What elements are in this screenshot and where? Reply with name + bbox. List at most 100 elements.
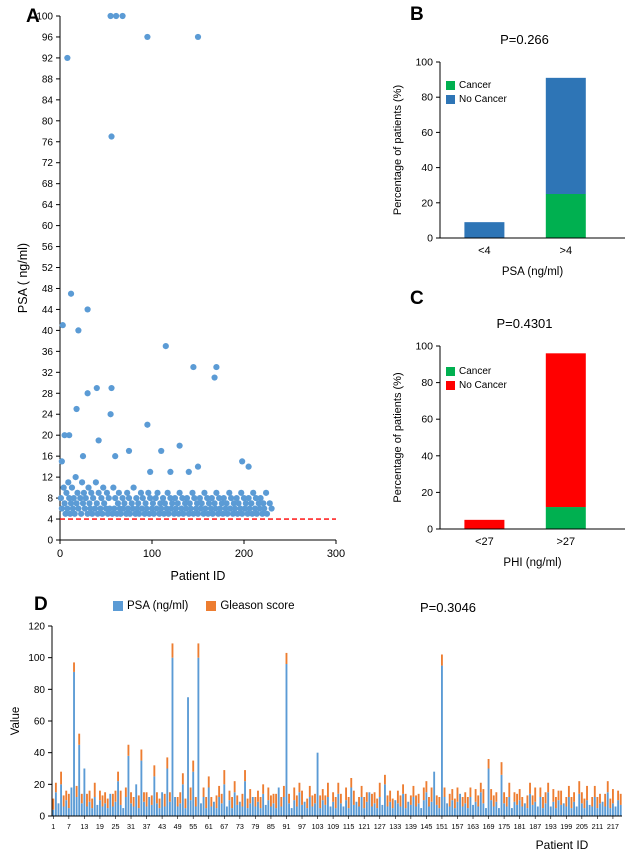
svg-text:76: 76 (42, 137, 54, 148)
svg-text:0: 0 (47, 536, 53, 547)
svg-text:>27: >27 (556, 536, 575, 548)
panel-b: B P=0.266 Cancer No Cancer 0 20 40 60 80 100 <… (390, 4, 635, 286)
panel-a: A 0 4 8 12 16 20 24 28 32 36 40 44 48 52 56 60 64 68 72 76 8… (14, 2, 350, 590)
no-cancer-swatch (446, 95, 455, 104)
legend-label-cancer: Cancer (459, 366, 492, 377)
svg-text:73: 73 (236, 822, 244, 831)
legend-item-cancer: Cancer (446, 366, 507, 377)
svg-text:1: 1 (51, 822, 55, 831)
panel-a-plot: 0481216202428323640444852566064687276808… (16, 12, 345, 584)
svg-text:20: 20 (42, 431, 54, 442)
svg-text:64: 64 (42, 200, 54, 211)
svg-text:84: 84 (42, 95, 54, 106)
svg-text:100: 100 (415, 57, 433, 69)
svg-text:61: 61 (205, 822, 213, 831)
svg-text:103: 103 (312, 822, 324, 831)
svg-text:133: 133 (389, 822, 401, 831)
svg-text:7: 7 (67, 822, 71, 831)
legend-item-no-cancer: No Cancer (446, 94, 507, 105)
svg-text:199: 199 (560, 822, 572, 831)
svg-text:4: 4 (47, 515, 53, 526)
svg-text:68: 68 (42, 179, 54, 190)
svg-text:0: 0 (57, 548, 63, 560)
svg-text:205: 205 (576, 822, 588, 831)
svg-text:145: 145 (420, 822, 432, 831)
svg-text:79: 79 (251, 822, 259, 831)
svg-text:100: 100 (36, 12, 53, 23)
svg-text:25: 25 (111, 822, 119, 831)
svg-text:60: 60 (421, 414, 433, 426)
svg-text:36: 36 (42, 347, 54, 358)
gleason-swatch (206, 601, 217, 611)
svg-text:92: 92 (42, 53, 54, 64)
svg-text:32: 32 (42, 368, 54, 379)
panel-d-letter: D (34, 594, 48, 615)
svg-text:Patient ID: Patient ID (171, 569, 226, 583)
svg-text:Value: Value (10, 707, 22, 736)
svg-text:48: 48 (42, 284, 54, 295)
svg-text:<4: <4 (478, 245, 491, 257)
legend-item-gleason: Gleason score (206, 600, 295, 612)
panel-d-legend: PSA (ng/ml) Gleason score (113, 600, 295, 612)
svg-text:PHI (ng/ml): PHI (ng/ml) (503, 557, 561, 569)
svg-text:55: 55 (189, 822, 197, 831)
svg-text:163: 163 (467, 822, 479, 831)
panel-b-pvalue: P=0.266 (500, 32, 549, 47)
svg-text:<27: <27 (475, 536, 494, 548)
svg-text:187: 187 (529, 822, 541, 831)
svg-text:88: 88 (42, 74, 54, 85)
svg-text:44: 44 (42, 305, 54, 316)
svg-text:200: 200 (235, 548, 253, 560)
panel-b-letter: B (410, 4, 424, 25)
svg-text:12: 12 (42, 473, 54, 484)
svg-text:175: 175 (498, 822, 510, 831)
svg-text:157: 157 (451, 822, 463, 831)
svg-text:Percentage of patients (%): Percentage of patients (%) (392, 85, 404, 215)
legend-label-psa: PSA (ng/ml) (127, 600, 189, 612)
svg-text:PSA ( ng/ml): PSA ( ng/ml) (16, 243, 30, 313)
svg-text:60: 60 (42, 221, 54, 232)
legend-item-cancer: Cancer (446, 80, 507, 91)
svg-text:52: 52 (42, 263, 54, 274)
svg-text:100: 100 (28, 653, 45, 664)
panel-d: D PSA (ng/ml) Gleason score P=0.3046 0 20… (8, 594, 636, 856)
svg-text:0: 0 (427, 524, 433, 536)
svg-text:80: 80 (421, 92, 433, 104)
svg-text:193: 193 (545, 822, 557, 831)
svg-text:300: 300 (327, 548, 345, 560)
svg-text:40: 40 (421, 450, 433, 462)
svg-text:20: 20 (34, 780, 46, 791)
panel-c: C P=0.4301 Cancer No Cancer 0 20 40 60 80 100… (390, 288, 635, 580)
svg-text:49: 49 (174, 822, 182, 831)
panel-c-pvalue: P=0.4301 (496, 316, 553, 331)
panel-c-legend: Cancer No Cancer (446, 366, 507, 391)
panel-d-pvalue: P=0.3046 (420, 600, 477, 615)
legend-label-no-cancer: No Cancer (459, 94, 507, 105)
panel-b-plot: 0 20 40 60 80 100 <4 >4 Percentage of patients (… (392, 57, 625, 278)
panel-c-letter: C (410, 288, 424, 309)
svg-text:72: 72 (42, 158, 54, 169)
svg-text:Patient ID: Patient ID (536, 838, 589, 852)
svg-text:56: 56 (42, 242, 54, 253)
no-cancer-swatch (446, 381, 455, 390)
svg-text:19: 19 (96, 822, 104, 831)
cancer-swatch (446, 81, 455, 90)
svg-text:121: 121 (358, 822, 370, 831)
svg-text:80: 80 (34, 685, 46, 696)
legend-item-psa: PSA (ng/ml) (113, 600, 188, 612)
svg-text:40: 40 (34, 748, 46, 759)
svg-text:96: 96 (42, 32, 54, 43)
svg-text:217: 217 (607, 822, 619, 831)
panel-b-legend: Cancer No Cancer (446, 80, 507, 105)
svg-text:91: 91 (282, 822, 290, 831)
svg-text:31: 31 (127, 822, 135, 831)
svg-text:211: 211 (592, 822, 603, 831)
svg-text:16: 16 (42, 452, 54, 463)
svg-text:28: 28 (42, 389, 54, 400)
svg-text:60: 60 (421, 127, 433, 139)
svg-text:20: 20 (421, 487, 433, 499)
svg-text:20: 20 (421, 197, 433, 209)
svg-text:120: 120 (28, 622, 45, 633)
svg-text:37: 37 (143, 822, 151, 831)
